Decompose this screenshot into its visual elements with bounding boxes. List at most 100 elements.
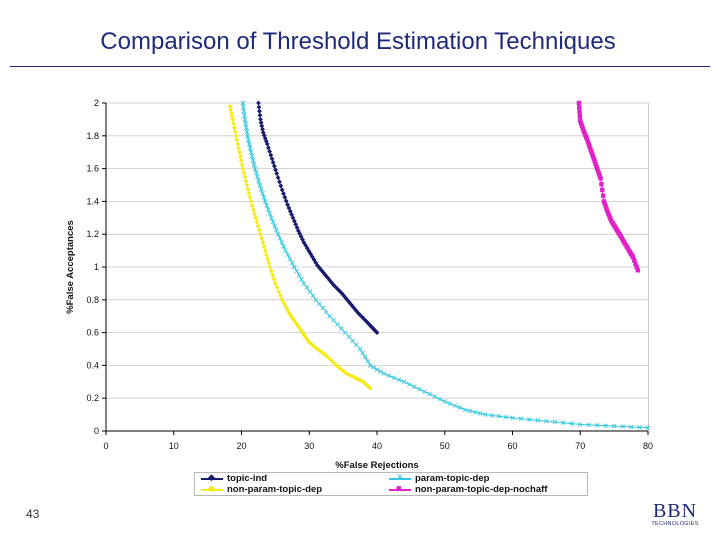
data-point-param-topic-dep [320, 305, 326, 311]
data-point-param-topic-dep [331, 317, 336, 323]
data-point-non-param-topic-dep [253, 215, 259, 221]
data-point-param-topic-dep [310, 293, 316, 299]
data-point-param-topic-dep [510, 415, 515, 421]
data-point-non-param-topic-dep-nochaff [596, 171, 602, 176]
data-point-non-param-topic-dep-nochaff [599, 181, 604, 187]
data-point-non-param-topic-dep [245, 186, 251, 192]
data-point-non-param-topic-dep-nochaff [585, 139, 591, 144]
data-point-topic-ind [271, 163, 277, 169]
y-tick-label: 0.8 [86, 295, 99, 305]
data-point-param-topic-dep [406, 381, 412, 387]
data-point-non-param-topic-dep-nochaff [598, 176, 603, 181]
data-point-topic-ind [279, 187, 285, 193]
data-point-param-topic-dep [261, 194, 267, 200]
data-point-non-param-topic-dep [328, 358, 334, 363]
data-point-param-topic-dep [365, 358, 371, 364]
chart-legend: ◆ topic-ind ✕ param-topic-dep ◆ non-para… [194, 472, 588, 496]
data-point-non-param-topic-dep [306, 340, 312, 345]
data-point-non-param-topic-dep [229, 113, 235, 119]
data-point-param-topic-dep [275, 231, 281, 237]
data-point-param-topic-dep [264, 203, 270, 208]
data-point-non-param-topic-dep [266, 260, 272, 266]
data-point-param-topic-dep [611, 423, 617, 429]
data-point-param-topic-dep [327, 313, 332, 319]
data-point-non-param-topic-dep-nochaff [606, 211, 611, 216]
data-point-param-topic-dep [342, 330, 348, 335]
data-point-param-topic-dep [294, 268, 300, 274]
data-point-non-param-topic-dep [331, 360, 337, 366]
data-point-param-topic-dep [250, 158, 256, 163]
legend-label-param-topic-dep: param-topic-dep [415, 473, 490, 484]
data-point-non-param-topic-dep [242, 174, 248, 180]
y-tick-label: 0 [94, 426, 99, 436]
data-point-non-param-topic-dep-nochaff [635, 268, 641, 273]
data-point-non-param-topic-dep-nochaff [597, 173, 602, 179]
data-point-param-topic-dep [374, 367, 380, 372]
data-point-non-param-topic-dep [367, 385, 373, 391]
data-point-non-param-topic-dep-nochaff [593, 161, 598, 166]
data-point-non-param-topic-dep [254, 219, 260, 225]
data-point-param-topic-dep [417, 386, 422, 392]
data-point-non-param-topic-dep [232, 129, 238, 135]
data-point-topic-ind [273, 167, 278, 173]
data-point-param-topic-dep [274, 227, 279, 233]
data-point-non-param-topic-dep [349, 373, 354, 379]
data-point-param-topic-dep [258, 186, 264, 192]
data-point-non-param-topic-dep [276, 289, 282, 294]
data-point-param-topic-dep [248, 149, 254, 155]
data-point-topic-ind [294, 225, 300, 231]
data-point-param-topic-dep [335, 322, 340, 327]
data-point-param-topic-dep [287, 256, 293, 262]
y-tick-label: 1.6 [86, 164, 99, 174]
data-point-non-param-topic-dep [256, 227, 262, 233]
data-point-param-topic-dep [338, 326, 344, 331]
data-point-param-topic-dep [496, 413, 502, 419]
data-point-param-topic-dep [246, 137, 251, 143]
data-point-topic-ind [314, 262, 320, 268]
data-point-param-topic-dep [427, 391, 432, 397]
data-point-non-param-topic-dep [263, 252, 269, 258]
data-point-non-param-topic-dep-nochaff [578, 121, 584, 126]
data-point-param-topic-dep [411, 384, 417, 390]
data-point-non-param-topic-dep [243, 178, 249, 184]
data-point-non-param-topic-dep [268, 268, 274, 274]
data-point-param-topic-dep [645, 425, 651, 431]
data-point-topic-ind [298, 234, 304, 240]
data-point-non-param-topic-dep-nochaff [576, 100, 582, 106]
data-point-topic-ind [277, 179, 282, 185]
data-point-non-param-topic-dep-nochaff [580, 126, 585, 131]
data-point-topic-ind [361, 316, 367, 322]
data-point-non-param-topic-dep [252, 211, 257, 217]
data-point-non-param-topic-dep [270, 272, 276, 278]
data-point-param-topic-dep [483, 412, 488, 417]
data-point-non-param-topic-dep [246, 190, 252, 196]
data-point-non-param-topic-dep [284, 307, 290, 313]
series-line-non-param-topic-dep-nochaff [578, 102, 639, 271]
data-point-param-topic-dep [299, 276, 304, 282]
data-point-non-param-topic-dep-nochaff [605, 209, 610, 214]
data-point-param-topic-dep [594, 422, 600, 428]
data-point-param-topic-dep [518, 416, 524, 422]
data-point-non-param-topic-dep [237, 149, 242, 155]
data-point-non-param-topic-dep [236, 145, 242, 151]
data-point-param-topic-dep [367, 363, 373, 368]
data-point-param-topic-dep [241, 104, 246, 110]
data-point-non-param-topic-dep-nochaff [577, 109, 582, 115]
y-tick-label: 0.6 [86, 328, 99, 338]
data-point-param-topic-dep [442, 399, 448, 404]
data-point-non-param-topic-dep-nochaff [632, 258, 637, 263]
data-point-non-param-topic-dep [271, 276, 277, 282]
data-point-topic-ind [268, 152, 274, 158]
data-point-topic-ind [260, 126, 265, 132]
data-point-non-param-topic-dep [233, 133, 239, 139]
data-point-topic-ind [306, 248, 312, 254]
data-point-topic-ind [373, 328, 379, 334]
data-point-non-param-topic-dep-nochaff [591, 156, 596, 161]
data-point-param-topic-dep [620, 424, 625, 429]
data-point-non-param-topic-dep [239, 162, 245, 167]
y-tick-label: 2 [94, 98, 99, 108]
data-point-param-topic-dep [401, 379, 407, 385]
data-point-non-param-topic-dep [241, 170, 247, 176]
data-point-param-topic-dep [447, 401, 453, 406]
